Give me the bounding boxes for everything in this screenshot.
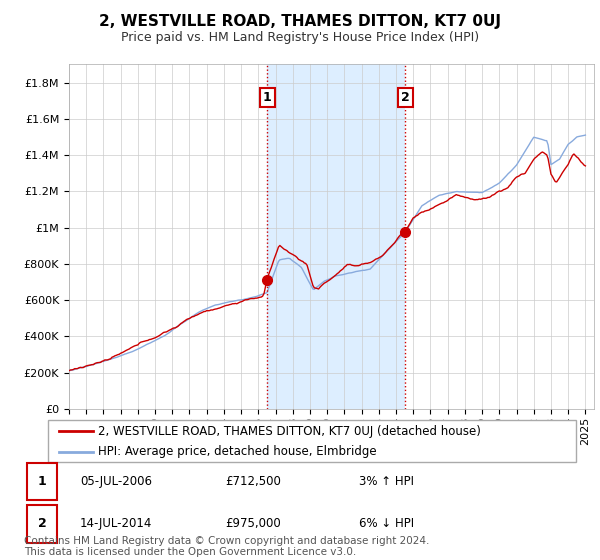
Text: 1: 1	[263, 91, 272, 104]
Text: 3% ↑ HPI: 3% ↑ HPI	[359, 475, 414, 488]
Text: 05-JUL-2006: 05-JUL-2006	[80, 475, 152, 488]
Text: 2: 2	[401, 91, 410, 104]
Bar	[267, 64, 406, 409]
FancyBboxPatch shape	[48, 420, 576, 462]
FancyBboxPatch shape	[27, 505, 58, 543]
Text: 6% ↓ HPI: 6% ↓ HPI	[359, 517, 414, 530]
Text: 2, WESTVILLE ROAD, THAMES DITTON, KT7 0UJ (detached house): 2, WESTVILLE ROAD, THAMES DITTON, KT7 0U…	[98, 425, 481, 438]
Text: Contains HM Land Registry data © Crown copyright and database right 2024.
This d: Contains HM Land Registry data © Crown c…	[24, 535, 430, 557]
FancyBboxPatch shape	[27, 463, 58, 500]
Text: 2: 2	[38, 517, 47, 530]
Text: £712,500: £712,500	[225, 475, 281, 488]
Text: Price paid vs. HM Land Registry's House Price Index (HPI): Price paid vs. HM Land Registry's House …	[121, 31, 479, 44]
Text: 2, WESTVILLE ROAD, THAMES DITTON, KT7 0UJ: 2, WESTVILLE ROAD, THAMES DITTON, KT7 0U…	[99, 14, 501, 29]
Text: HPI: Average price, detached house, Elmbridge: HPI: Average price, detached house, Elmb…	[98, 445, 377, 458]
Text: 1: 1	[38, 475, 47, 488]
Text: 14-JUL-2014: 14-JUL-2014	[80, 517, 152, 530]
Text: £975,000: £975,000	[225, 517, 281, 530]
